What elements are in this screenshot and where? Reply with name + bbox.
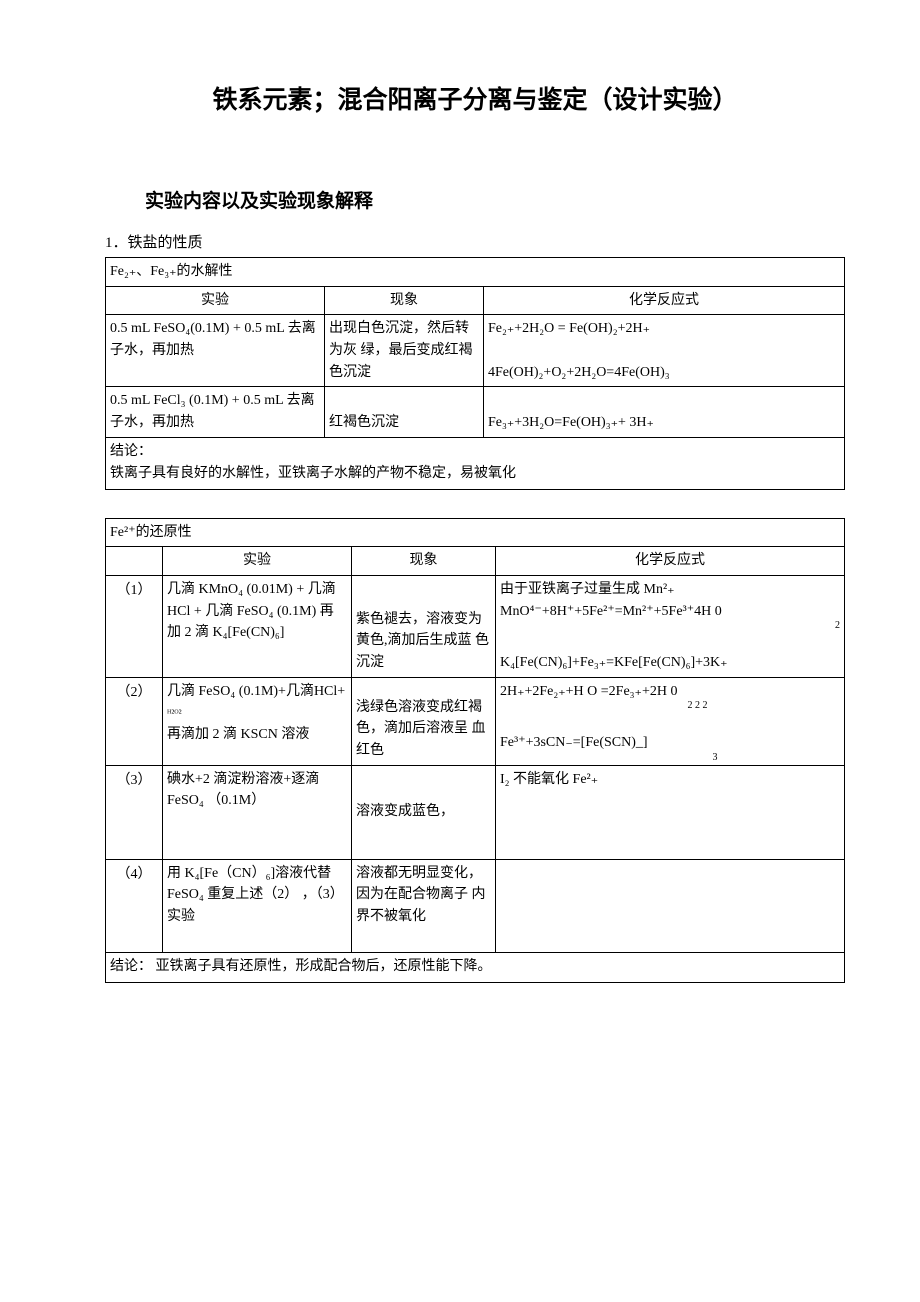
- table-row: （2） 几滴 FeSO₄ (0.1M)+几滴HCl+ ᴴ²ᴼ² 再滴加 2 滴 …: [106, 677, 845, 765]
- cell-phen: 紫色褪去，溶液变为 黄色,滴加后生成蓝 色沉淀: [352, 575, 496, 677]
- eq-line: 由于亚铁离子过量生成 Mn²₊: [500, 582, 675, 597]
- table1-conclusion: 结论： 铁离子具有良好的水解性，亚铁离子水解的产物不稳定，易被氧化: [106, 437, 845, 489]
- cell-eq: 2H₊+2Fe₂₊+H O =2Fe₃₊+2H 0 2 2 2 Fe³⁺+3sC…: [496, 677, 845, 765]
- col-header-phen: 现象: [352, 547, 496, 576]
- exp-line: ᴴ²ᴼ²: [167, 708, 182, 719]
- cell-eq: I₂ 不能氧化 Fe²₊: [496, 765, 845, 859]
- exp-text: 用 K₄[Fe（CN）₆]溶液代替FeSO₄ 重复上述（2） ，（3） 实验: [167, 866, 344, 924]
- col-header-idx: [106, 547, 163, 576]
- conclusion-label: 结论：: [110, 444, 152, 459]
- page-title: 铁系元素；混合阳离子分离与鉴定（设计实验）: [105, 80, 845, 116]
- table1-caption: Fe₂₊、Fe₃₊的水解性: [106, 258, 845, 287]
- table-row: （4） 用 K₄[Fe（CN）₆]溶液代替FeSO₄ 重复上述（2） ，（3） …: [106, 859, 845, 953]
- cell-eq: Fe₂₊+2H₂O = Fe(OH)₂+2H₊ 4Fe(OH)₂+O₂+2H₂O…: [484, 315, 845, 387]
- exp-line: 再滴加 2 滴 KSCN 溶液: [167, 727, 309, 742]
- table-row: （1） 几滴 KMnO₄ (0.01M) + 几滴HCl + 几滴 FeSO₄ …: [106, 575, 845, 677]
- cell-exp: 几滴 KMnO₄ (0.01M) + 几滴HCl + 几滴 FeSO₄ (0.1…: [163, 575, 352, 677]
- cell-exp: 几滴 FeSO₄ (0.1M)+几滴HCl+ ᴴ²ᴼ² 再滴加 2 滴 KSCN…: [163, 677, 352, 765]
- cell-phen: 溶液都无明显变化， 因为在配合物离子 内界不被氧化: [352, 859, 496, 953]
- table2-conclusion: 结论： 亚铁离子具有还原性，形成配合物后，还原性能下降。: [106, 953, 845, 982]
- cell-eq: [496, 859, 845, 953]
- cell-eq: 由于亚铁离子过量生成 Mn²₊ MnO⁴⁻+8H⁺+5Fe²⁺=Mn²⁺+5Fe…: [496, 575, 845, 677]
- eq-line: Fe₂₊+2H₂O = Fe(OH)₂+2H₊: [488, 321, 650, 336]
- cell-eq: Fe₃₊+3H₂O=Fe(OH)₃₊+ 3H₊: [484, 387, 845, 437]
- cell-idx: （2）: [106, 677, 163, 765]
- table-row: 0.5 mL FeSO₄(0.1M) + 0.5 mL 去离子水，再加热 出现白…: [106, 315, 845, 387]
- col-header-exp: 实验: [163, 547, 352, 576]
- col-header-phen: 现象: [325, 286, 484, 315]
- table-row: （3） 碘水+2 滴淀粉溶液+逐滴FeSO₄ （0.1M） 溶液变成蓝色， I₂…: [106, 765, 845, 859]
- col-header-eq: 化学反应式: [484, 286, 845, 315]
- cell-exp: 用 K₄[Fe（CN）₆]溶液代替FeSO₄ 重复上述（2） ，（3） 实验: [163, 859, 352, 953]
- cell-idx: （4）: [106, 859, 163, 953]
- cell-exp: 0.5 mL FeCl₃ (0.1M) + 0.5 mL 去离子水，再加热: [106, 387, 325, 437]
- exp-text: 碘水+2 滴淀粉溶液+逐滴FeSO₄ （0.1M）: [167, 772, 319, 809]
- eq-sub: 3: [590, 754, 840, 762]
- hydrolysis-table: Fe₂₊、Fe₃₊的水解性 实验 现象 化学反应式 0.5 mL FeSO₄(0…: [105, 257, 845, 490]
- eq-sub: 2: [500, 622, 840, 630]
- cell-exp: 碘水+2 滴淀粉溶液+逐滴FeSO₄ （0.1M）: [163, 765, 352, 859]
- exp-line: 几滴 FeSO₄ (0.1M)+几滴HCl+: [167, 684, 345, 699]
- cell-phen: 出现白色沉淀，然后转为灰 绿，最后变成红褐色沉淀: [325, 315, 484, 387]
- section-label: 1．铁盐的性质: [105, 231, 845, 252]
- eq-sub: 2 2 2: [555, 702, 840, 710]
- table2-caption: Fe²⁺的还原性: [106, 518, 845, 547]
- conclusion-text: 铁离子具有良好的水解性，亚铁离子水解的产物不稳定，易被氧化: [110, 466, 516, 481]
- table-row: 0.5 mL FeCl₃ (0.1M) + 0.5 mL 去离子水，再加热 红褐…: [106, 387, 845, 437]
- cell-exp: 0.5 mL FeSO₄(0.1M) + 0.5 mL 去离子水，再加热: [106, 315, 325, 387]
- section-heading: 实验内容以及实验现象解释: [145, 186, 845, 213]
- cell-phen: 溶液变成蓝色，: [352, 765, 496, 859]
- eq-line: MnO⁴⁻+8H⁺+5Fe²⁺=Mn²⁺+5Fe³⁺4H 0: [500, 604, 722, 619]
- eq-line: 4Fe(OH)₂+O₂+2H₂O=4Fe(OH)₃: [488, 365, 670, 380]
- cell-phen: 浅绿色溶液变成红褐色，滴加后溶液呈 血红色: [352, 677, 496, 765]
- eq-line: 2H₊+2Fe₂₊+H O =2Fe₃₊+2H 0: [500, 684, 677, 699]
- reducibility-table: Fe²⁺的还原性 实验 现象 化学反应式 （1） 几滴 KMnO₄ (0.01M…: [105, 518, 845, 983]
- cell-idx: （3）: [106, 765, 163, 859]
- cell-idx: （1）: [106, 575, 163, 677]
- col-header-eq: 化学反应式: [496, 547, 845, 576]
- eq-line: Fe³⁺+3sCN₋=[Fe(SCN)_]: [500, 735, 648, 750]
- cell-phen: 红褐色沉淀: [325, 387, 484, 437]
- col-header-exp: 实验: [106, 286, 325, 315]
- eq-line: K₄[Fe(CN)₆]+Fe₃₊=KFe[Fe(CN)₆]+3K₊: [500, 655, 728, 670]
